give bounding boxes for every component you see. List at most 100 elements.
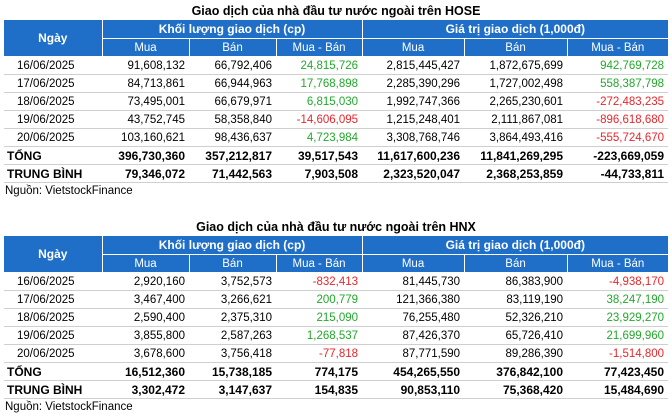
cell-val-buy: 87,426,370 — [362, 326, 465, 345]
cell-vol-buy: 103,160,621 — [102, 128, 189, 147]
cell-vol-buy: 3,855,800 — [102, 326, 189, 345]
hnx-source: Nguồn: VietstockFinance — [5, 401, 133, 413]
cell-vol-sell: 66,792,406 — [189, 56, 276, 75]
cell-vol-buy: 91,608,132 — [102, 56, 189, 75]
average-row-label: TRUNG BÌNH — [4, 164, 102, 183]
hnx-val-buy-header: Mua — [362, 254, 465, 273]
cell-val-sell: 52,326,210 — [464, 308, 568, 327]
hose-val-sell-header: Bán — [464, 38, 568, 57]
total-row-val-net: -223,669,059 — [567, 146, 669, 165]
row-date: 16/06/2025 — [4, 56, 102, 75]
cell-vol-sell: 98,436,637 — [189, 128, 276, 147]
cell-vol-sell: 3,756,418 — [189, 344, 276, 363]
cell-vol-net: -14,606,095 — [276, 110, 363, 129]
cell-val-buy: 2,815,445,427 — [362, 56, 465, 75]
average-row-vol-net: 154,835 — [276, 380, 363, 399]
cell-val-sell: 2,265,230,601 — [464, 92, 568, 111]
cell-val-sell: 2,111,867,081 — [464, 110, 568, 129]
total-row-label: TỔNG — [4, 146, 102, 165]
average-row-vol-net: 7,903,508 — [276, 164, 363, 183]
table-row: 18/06/2025 2,590,400 2,375,310 215,090 76,25… — [4, 308, 669, 327]
average-row-val-sell: 2,368,253,859 — [464, 164, 568, 183]
cell-vol-net: 6,815,030 — [276, 92, 363, 111]
cell-vol-buy: 73,495,001 — [102, 92, 189, 111]
cell-val-net: 942,769,728 — [567, 56, 669, 75]
table-row: 17/06/2025 3,467,400 3,266,621 200,779 121,3… — [4, 290, 669, 309]
hose-vol-net-header: Mua - Bán — [276, 38, 363, 57]
average-row-vol-buy: 79,346,072 — [102, 164, 189, 183]
row-date: 17/06/2025 — [4, 290, 102, 309]
hose-value-group-header: Giá trị giao dịch (1,000đ) — [362, 20, 669, 39]
table-row: 17/06/2025 84,713,861 66,944,963 17,768,898… — [4, 74, 669, 93]
average-row-vol-sell: 71,442,563 — [189, 164, 276, 183]
cell-vol-sell: 66,679,971 — [189, 92, 276, 111]
cell-val-sell: 1,727,002,498 — [464, 74, 568, 93]
table-row: 20/06/2025 3,678,600 3,756,418 -77,818 87,77… — [4, 344, 669, 363]
table-row: 19/06/2025 43,752,745 58,358,840 -14,606,09… — [4, 110, 669, 129]
hnx-val-net-header: Mua - Bán — [567, 254, 669, 273]
cell-val-buy: 76,255,480 — [362, 308, 465, 327]
total-row-val-sell: 11,841,269,295 — [464, 146, 568, 165]
cell-vol-buy: 2,590,400 — [102, 308, 189, 327]
cell-vol-buy: 3,467,400 — [102, 290, 189, 309]
cell-val-buy: 1,215,248,401 — [362, 110, 465, 129]
total-row-vol-sell: 15,738,185 — [189, 362, 276, 381]
table-row: 20/06/2025 103,160,621 98,436,637 4,723,984… — [4, 128, 669, 147]
cell-vol-sell: 66,944,963 — [189, 74, 276, 93]
cell-vol-sell: 2,587,263 — [189, 326, 276, 345]
hnx-vol-buy-header: Mua — [102, 254, 190, 273]
cell-vol-buy: 2,920,160 — [102, 272, 189, 291]
cell-vol-net: 1,268,537 — [276, 326, 363, 345]
cell-val-net: 21,699,960 — [567, 326, 669, 345]
cell-vol-net: 17,768,898 — [276, 74, 363, 93]
average-row-val-sell: 75,368,420 — [464, 380, 568, 399]
cell-vol-buy: 43,752,745 — [102, 110, 189, 129]
cell-val-buy: 2,285,390,296 — [362, 74, 465, 93]
average-row-vol-buy: 3,302,472 — [102, 380, 189, 399]
hnx-title: Giao dịch của nhà đầu tư nước ngoài trên… — [196, 220, 476, 234]
hose-val-net-header: Mua - Bán — [567, 38, 669, 57]
cell-val-buy: 81,445,730 — [362, 272, 465, 291]
cell-val-sell: 65,726,410 — [464, 326, 568, 345]
table-row: 16/06/2025 91,608,132 66,792,406 24,815,726… — [4, 56, 669, 75]
hose-volume-group-header: Khối lượng giao dịch (cp) — [102, 20, 363, 39]
average-row-val-net: -44,733,811 — [567, 164, 669, 183]
hnx-vol-net-header: Mua - Bán — [276, 254, 363, 273]
cell-vol-net: 200,779 — [276, 290, 363, 309]
total-row-val-buy: 454,265,550 — [362, 362, 465, 381]
average-row: TRUNG BÌNH 3,302,472 3,147,637 154,835 90,85… — [4, 380, 669, 399]
average-row-val-buy: 90,853,110 — [362, 380, 465, 399]
hose-table: Ngày Khối lượng giao dịch (cp) Giá trị g… — [4, 20, 669, 183]
cell-val-sell: 83,119,190 — [464, 290, 568, 309]
cell-vol-net: 24,815,726 — [276, 56, 363, 75]
hnx-day-header: Ngày — [4, 236, 103, 273]
row-date: 17/06/2025 — [4, 74, 102, 93]
hnx-val-sell-header: Bán — [464, 254, 568, 273]
cell-val-sell: 3,864,493,416 — [464, 128, 568, 147]
hnx-table: Ngày Khối lượng giao dịch (cp) Giá trị g… — [4, 236, 669, 399]
hnx-vol-sell-header: Bán — [189, 254, 277, 273]
hose-source: Nguồn: VietstockFinance — [5, 185, 133, 197]
average-row-vol-sell: 3,147,637 — [189, 380, 276, 399]
row-date: 18/06/2025 — [4, 92, 102, 111]
cell-val-buy: 3,308,768,746 — [362, 128, 465, 147]
cell-vol-net: -77,818 — [276, 344, 363, 363]
cell-val-net: -4,938,170 — [567, 272, 669, 291]
cell-vol-net: 4,723,984 — [276, 128, 363, 147]
row-date: 16/06/2025 — [4, 272, 102, 291]
hose-title: Giao dịch của nhà đầu tư nước ngoài trên… — [191, 4, 481, 18]
cell-val-net: -555,724,670 — [567, 128, 669, 147]
cell-val-buy: 121,366,380 — [362, 290, 465, 309]
cell-val-net: 23,929,270 — [567, 308, 669, 327]
hnx-volume-group-header: Khối lượng giao dịch (cp) — [102, 236, 363, 255]
cell-vol-buy: 84,713,861 — [102, 74, 189, 93]
total-row: TỔNG 396,730,360 357,212,817 39,517,543 11,6… — [4, 146, 669, 165]
row-date: 18/06/2025 — [4, 308, 102, 327]
total-row-label: TỔNG — [4, 362, 102, 381]
cell-val-net: -1,514,800 — [567, 344, 669, 363]
row-date: 19/06/2025 — [4, 326, 102, 345]
hnx-section: Giao dịch của nhà đầu tư nước ngoài trên… — [4, 218, 669, 415]
cell-val-buy: 87,771,590 — [362, 344, 465, 363]
table-row: 19/06/2025 3,855,800 2,587,263 1,268,537 87,… — [4, 326, 669, 345]
cell-val-net: -896,618,680 — [567, 110, 669, 129]
